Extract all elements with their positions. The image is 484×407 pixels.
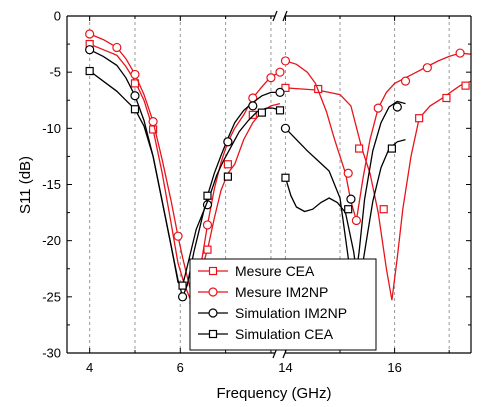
data-point-marker: [275, 87, 285, 97]
data-point-marker: [248, 101, 258, 111]
data-point-marker: [266, 73, 276, 83]
data-point-marker: [85, 66, 94, 76]
y-tick-label: 0: [54, 9, 61, 24]
data-point-marker: [351, 215, 361, 226]
data-point-marker: [257, 108, 266, 117]
data-point-marker: [280, 123, 291, 133]
data-point-marker: [223, 172, 232, 181]
data-point-marker: [173, 231, 183, 241]
data-point-marker: [346, 194, 356, 204]
data-point-marker: [280, 56, 291, 66]
data-point-marker: [387, 144, 396, 153]
data-point-marker: [203, 191, 212, 200]
data-point-marker: [373, 103, 383, 113]
legend-item: Mesure IM2NP: [198, 284, 328, 300]
y-tick-label: -15: [42, 177, 61, 192]
data-point-marker: [422, 63, 432, 73]
data-point-marker: [223, 160, 232, 169]
legend-item: Mesure CEA: [198, 263, 315, 279]
y-tick-label: -25: [42, 289, 61, 304]
legend-label: Simulation CEA: [235, 326, 334, 342]
data-point-marker: [379, 205, 388, 214]
y-tick-label: -30: [42, 346, 61, 361]
series-simulation-cea: [85, 66, 406, 290]
axes: 0 -5 -10 -15 -20 -25 -30 4 6 14 16: [42, 9, 472, 375]
axis-break-mark: [272, 10, 278, 22]
legend-marker: [208, 266, 218, 276]
x-tick-label: 6: [177, 360, 184, 375]
x-tick-label: 14: [278, 360, 292, 375]
data-point-marker: [442, 93, 451, 103]
x-axis-title: Frequency (GHz): [216, 385, 331, 402]
legend-label: Mesure IM2NP: [235, 284, 328, 300]
legend-label: Simulation IM2NP: [235, 305, 347, 321]
series-line-right: [285, 52, 472, 221]
data-point-marker: [202, 220, 213, 230]
data-point-marker: [281, 83, 290, 92]
data-point-marker: [344, 205, 353, 214]
y-tick-label: -5: [49, 65, 61, 80]
data-point-marker: [112, 42, 122, 53]
legend-marker: [208, 287, 218, 297]
series-line-right: [285, 80, 472, 301]
legend: Mesure CEA Mesure IM2NP Simulation IM2NP Si…: [189, 258, 377, 351]
data-point-marker: [415, 114, 424, 123]
data-point-marker: [130, 91, 140, 101]
data-point-marker: [281, 173, 290, 182]
data-point-marker: [343, 168, 353, 178]
data-point-marker: [178, 281, 187, 290]
data-point-marker: [177, 292, 188, 302]
y-tick-label: -20: [42, 233, 61, 248]
data-point-marker: [275, 67, 285, 77]
data-point-marker: [355, 144, 364, 153]
data-point-marker: [400, 76, 411, 86]
plot-series: [85, 29, 472, 313]
data-point-marker: [275, 106, 285, 115]
legend-item: Simulation CEA: [198, 326, 334, 342]
y-tick-label: -10: [42, 121, 61, 136]
data-point-marker: [392, 102, 402, 112]
legend-box: [189, 258, 377, 351]
data-point-marker: [130, 69, 140, 80]
legend-item: Simulation IM2NP: [198, 305, 347, 321]
y-axis-title: S11 (dB): [17, 156, 34, 214]
data-point-marker: [85, 45, 95, 55]
x-tick-label: 4: [86, 360, 93, 375]
data-point-marker: [455, 48, 465, 58]
legend-label: Mesure CEA: [235, 263, 315, 279]
legend-marker: [208, 329, 218, 339]
data-point-marker: [85, 29, 95, 39]
x-tick-label: 16: [387, 360, 401, 375]
legend-marker: [208, 308, 218, 318]
data-point-marker: [148, 116, 158, 127]
data-point-marker: [248, 110, 257, 119]
data-point-marker: [203, 245, 212, 254]
data-point-marker: [223, 137, 233, 147]
data-point-marker: [461, 81, 470, 90]
series-line-right: [284, 138, 406, 283]
data-point-marker: [130, 105, 140, 114]
